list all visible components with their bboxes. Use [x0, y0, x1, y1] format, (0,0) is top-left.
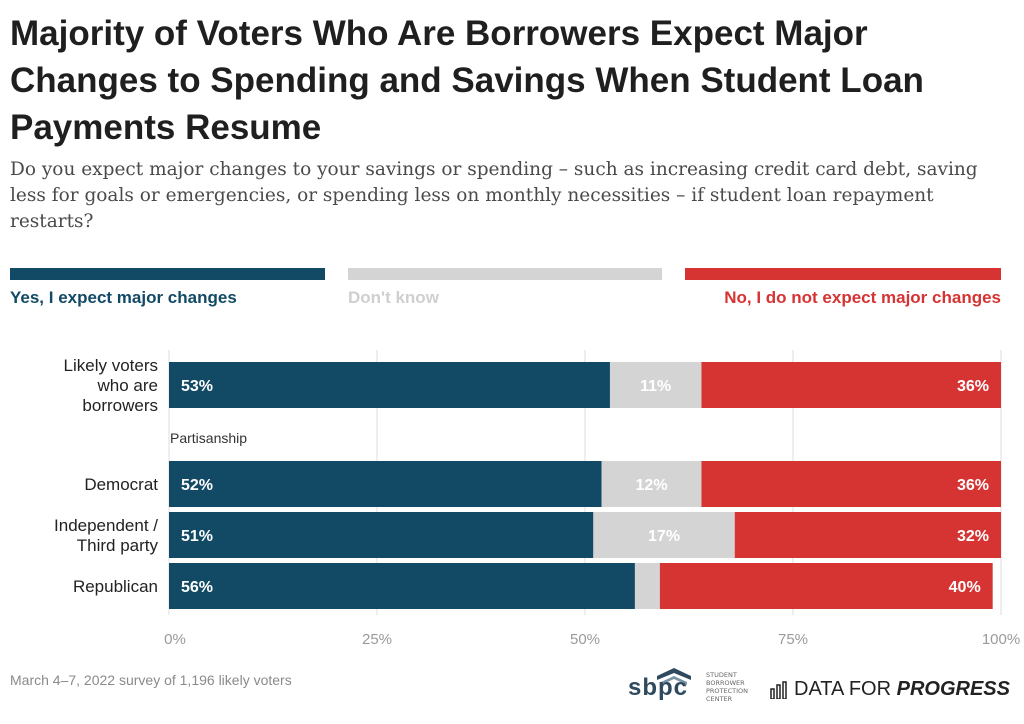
data-label: 51%: [181, 528, 213, 545]
data-label: 36%: [957, 477, 989, 494]
legend-label-yes: Yes, I expect major changes: [10, 288, 237, 307]
stacked-bar-chart: 0% 25% 50% 75% 100% Partisanship 53% 11% 36% Like…: [54, 350, 1020, 648]
dfp-logo-light: DATA FOR: [794, 678, 892, 700]
bar-segment: [169, 563, 635, 609]
category-label: who are: [97, 376, 158, 395]
data-label: 52%: [181, 477, 213, 494]
data-label: 11%: [640, 378, 671, 395]
legend-item-no: No, I do not expect major changes: [685, 268, 1001, 308]
legend-swatch-yes: [10, 268, 325, 280]
chart-subtitle: Do you expect major changes to your savi…: [10, 159, 978, 232]
bar-chart-icon: [770, 680, 787, 699]
data-label: 40%: [949, 579, 981, 596]
x-tick-label: 100%: [982, 631, 1020, 648]
legend-swatch-no: [685, 268, 1001, 280]
sbpc-logo-subtext: STUDENT BORROWER PROTECTION CENTER: [706, 671, 749, 703]
data-label: 32%: [957, 528, 989, 545]
dfp-logo-bold: PROGRESS: [896, 678, 1010, 700]
data-label: 53%: [181, 378, 213, 395]
legend-label-dont-know: Don't know: [348, 288, 439, 307]
category-label: Independent /: [54, 516, 158, 535]
bar-segment: [169, 461, 602, 507]
category-label: Likely voters: [64, 356, 158, 375]
bar-segment: [734, 512, 1001, 558]
category-label: borrowers: [82, 396, 158, 415]
bar-segment: [701, 461, 1001, 507]
data-label: 12%: [636, 477, 668, 494]
sbpc-logo-text: sbpc: [628, 674, 689, 701]
chart-title: Majority of Voters Who Are Borrowers Exp…: [10, 14, 924, 147]
bar-segment: [169, 362, 610, 408]
data-for-progress-logo: DATA FOR PROGRESS: [770, 678, 1010, 701]
survey-footnote: March 4–7, 2022 survey of 1,196 likely v…: [10, 672, 292, 688]
legend-label-no: No, I do not expect major changes: [724, 288, 1001, 307]
group-label: Partisanship: [170, 430, 247, 446]
bar-segment: [601, 461, 702, 507]
legend-swatch-dont-know: [348, 268, 662, 280]
legend-item-dont-know: Don't know: [348, 268, 662, 308]
bar-segment: [634, 563, 660, 609]
legend-item-yes: Yes, I expect major changes: [10, 268, 325, 308]
x-tick-label: 25%: [362, 631, 392, 648]
bar-segment: [593, 512, 735, 558]
bar-segment: [609, 362, 702, 408]
bar-segment: [701, 362, 1001, 408]
category-label: Republican: [73, 577, 158, 596]
sbpc-logo-icon: [657, 668, 691, 685]
bar-segment: [659, 563, 993, 609]
x-tick-label: 50%: [570, 631, 600, 648]
category-label: Democrat: [84, 475, 158, 494]
data-label: 36%: [957, 378, 989, 395]
bar-segment: [169, 512, 594, 558]
x-tick-label: 0%: [164, 631, 186, 648]
x-tick-label: 75%: [778, 631, 808, 648]
data-label: 17%: [648, 528, 680, 545]
data-label: 56%: [181, 579, 213, 596]
category-label: Third party: [77, 536, 159, 555]
